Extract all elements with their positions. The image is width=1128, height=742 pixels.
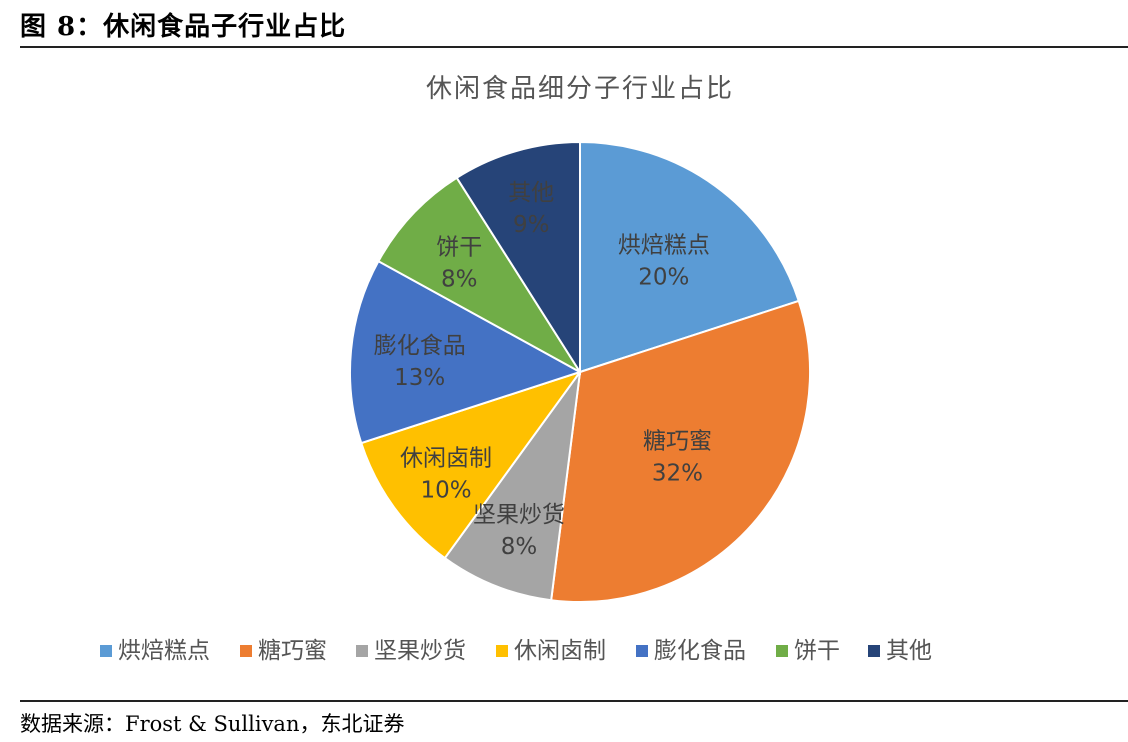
pie-slices (349, 140, 811, 603)
slice-label-name-2: 坚果炒货 (473, 502, 565, 528)
legend-label-5: 饼干 (794, 638, 840, 664)
legend-swatch-5 (776, 645, 788, 657)
pie-slice-0 (579, 140, 801, 374)
pie-slice-6 (455, 140, 581, 376)
slice-label-value-6: 9% (513, 212, 550, 238)
legend-label-2: 坚果炒货 (374, 638, 466, 664)
slice-label-name-4: 膨化食品 (374, 333, 466, 359)
slice-label-name-5: 饼干 (436, 235, 482, 261)
top-divider (20, 46, 1128, 48)
legend-swatch-4 (636, 645, 648, 657)
slice-label-name-0: 烘焙糕点 (618, 233, 710, 259)
source-note: 数据来源：Frost & Sullivan，东北证券 (20, 712, 405, 736)
slice-label-name-1: 糖巧蜜 (643, 429, 712, 455)
legend-label-4: 膨化食品 (654, 638, 746, 664)
legend-swatch-6 (868, 645, 880, 657)
legend-label-1: 糖巧蜜 (258, 638, 327, 664)
pie-chart: 休闲食品细分子行业占比 烘焙糕点 20% 糖巧蜜 32% 坚果炒货 8% 休闲卤制 10% 膨化… (100, 74, 932, 664)
chart-title: 休闲食品细分子行业占比 (426, 74, 734, 104)
slice-label-value-5: 8% (441, 267, 478, 293)
pie-slice-3 (359, 370, 583, 560)
legend-label-0: 烘焙糕点 (118, 638, 210, 664)
legend: 烘焙糕点 糖巧蜜 坚果炒货 休闲卤制 膨化食品 饼干 其他 (100, 638, 932, 664)
pie-slice-5 (377, 176, 581, 373)
slice-label-value-1: 32% (652, 461, 703, 487)
slice-label-value-2: 8% (501, 534, 538, 560)
legend-label-3: 休闲卤制 (514, 638, 606, 664)
slice-label-name-3: 休闲卤制 (400, 445, 492, 471)
slice-labels: 烘焙糕点 20% 糖巧蜜 32% 坚果炒货 8% 休闲卤制 10% 膨化食品 13% 饼干 8% 其他 9… (374, 180, 712, 560)
slice-label-value-0: 20% (638, 265, 689, 291)
legend-label-6: 其他 (886, 638, 932, 664)
figure-caption: 图 8：休闲食品子行业占比 (20, 12, 347, 42)
slice-label-value-3: 10% (420, 477, 471, 503)
legend-swatch-3 (496, 645, 508, 657)
bottom-divider (20, 700, 1128, 702)
legend-swatch-1 (240, 645, 252, 657)
pie-slice-1 (550, 299, 811, 603)
pie-slice-2 (443, 371, 581, 602)
slice-label-name-6: 其他 (508, 180, 554, 206)
legend-swatch-0 (100, 645, 112, 657)
legend-swatch-2 (356, 645, 368, 657)
pie-slice-4 (349, 259, 583, 445)
slice-label-value-4: 13% (394, 365, 445, 391)
